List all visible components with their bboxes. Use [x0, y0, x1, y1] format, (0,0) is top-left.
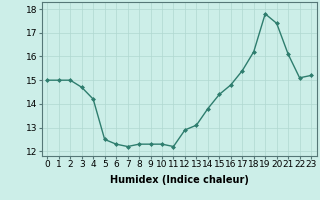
X-axis label: Humidex (Indice chaleur): Humidex (Indice chaleur): [110, 175, 249, 185]
